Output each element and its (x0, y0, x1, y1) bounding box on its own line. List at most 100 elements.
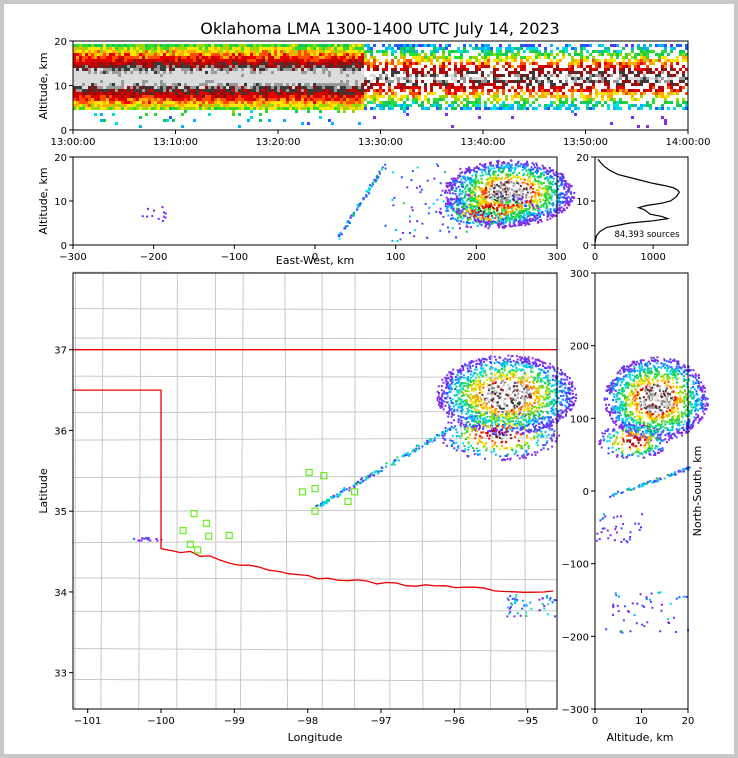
lma-station-marker (344, 497, 352, 506)
ew-altitude-source (338, 162, 573, 237)
plan-view-source (469, 375, 541, 449)
lma-station-marker (311, 507, 319, 515)
plan-view-xlabel: Longitude (288, 731, 343, 744)
ew-altitude-x-tick-label: −200 (140, 252, 167, 263)
lma-stations (179, 468, 359, 554)
lma-station-marker (179, 526, 187, 535)
alt-ns-ylabel: North-South, km (691, 446, 704, 537)
plan-view-x-tick-label: −97 (370, 716, 391, 727)
alt-ns-x-tick-label: 0 (592, 716, 598, 727)
ew-altitude-x-tick-label: 300 (547, 252, 566, 263)
plan-view-source (489, 427, 507, 443)
plan-view-y-tick-label: 33 (54, 669, 67, 680)
histogram-y-tick-label: 0 (583, 241, 589, 252)
time-height-source (73, 59, 688, 98)
ew-altitude-source (480, 181, 529, 215)
plan-view-y-tick-label: 37 (54, 346, 67, 357)
plan-view-x-tick-label: −98 (297, 716, 318, 727)
ew-altitude-x-tick-label: 200 (467, 252, 486, 263)
time-height-source (76, 44, 685, 113)
alt-ns-y-tick-label: 200 (570, 342, 589, 353)
ew-altitude-y-tick-label: 0 (61, 241, 67, 252)
county-line (284, 272, 289, 710)
lma-station-marker (194, 546, 202, 554)
county-line (176, 272, 178, 710)
county-line (74, 272, 77, 710)
plan-view-x-tick-label: −101 (74, 716, 101, 727)
alt-ns-y-tick-label: −200 (562, 632, 589, 643)
time-height-source (373, 113, 667, 128)
south-border (73, 389, 554, 593)
ew-altitude-x-tick-label: 0 (312, 252, 318, 263)
ew-altitude-x-tick-label: −300 (59, 252, 86, 263)
lma-figure: Oklahoma LMA 1300-1400 UTC July 14, 2023… (37, 19, 710, 744)
alt-ns-source (614, 378, 684, 448)
histogram-y-tick-label: 10 (576, 197, 589, 208)
source-count-annotation: 84,393 sources (614, 230, 680, 240)
histogram-x-tick-label: 0 (592, 252, 598, 263)
county-line (72, 540, 558, 544)
ew-altitude-x-tick-label: 100 (386, 252, 405, 263)
time-height-sources (73, 44, 688, 128)
county-line (239, 272, 244, 710)
time-height-y-tick-label: 20 (54, 37, 67, 48)
alt-ns-y-tick-label: 100 (570, 414, 589, 425)
lma-station-marker (225, 531, 233, 540)
lma-station-marker (190, 510, 198, 518)
alt-ns-y-tick-label: −300 (562, 705, 589, 716)
histogram-panel: 0 1000 0 10 20 84,393 sources (576, 153, 689, 263)
county-line (72, 577, 558, 581)
ew-altitude-source (151, 159, 575, 239)
county-line (72, 308, 558, 311)
time-height-source (76, 65, 685, 92)
lma-station-marker (351, 488, 359, 496)
alt-ns-source (638, 385, 675, 414)
alt-ns-axes: 0 10 20 −300 −200 −100 0 100 200 300 (562, 269, 695, 727)
ew-altitude-sources (141, 159, 576, 242)
plan-view-axes-frame (72, 272, 558, 710)
county-line (72, 475, 558, 479)
lma-station-marker (305, 468, 313, 477)
lma-station-marker (205, 532, 213, 540)
county-line (72, 375, 558, 378)
county-line (138, 272, 142, 710)
time-height-x-tick-label: 13:20:00 (256, 137, 301, 148)
ew-altitude-source (352, 168, 558, 233)
alt-ns-y-tick-label: 300 (570, 269, 589, 280)
alt-ns-axes-frame (594, 272, 689, 710)
time-height-panel: 13:00:00 13:10:00 13:20:00 13:30:00 13:40:00… (37, 37, 710, 148)
ew-altitude-source (486, 182, 531, 205)
histogram-axes: 0 1000 0 10 20 (576, 153, 666, 263)
county-line (420, 272, 424, 710)
alt-ns-y-tick-label: −100 (562, 560, 589, 571)
ew-altitude-ylabel: Altitude, km (37, 167, 50, 234)
plan-view-ylabel: Latitude (37, 468, 50, 514)
county-line (72, 437, 558, 441)
ew-altitude-source (489, 180, 532, 204)
altitude-histogram-line (594, 158, 681, 243)
ew-altitude-x-tick-label: −100 (221, 252, 248, 263)
time-height-source (73, 44, 688, 110)
time-height-x-tick-label: 13:40:00 (461, 137, 506, 148)
county-line (72, 337, 558, 340)
plan-view-source (482, 380, 525, 410)
time-height-ylabel: Altitude, km (37, 52, 50, 119)
alt-ns-source (601, 358, 707, 634)
time-height-x-tick-label: 14:00:00 (666, 137, 711, 148)
alt-ns-source (613, 375, 682, 452)
plan-view-y-tick-label: 34 (54, 588, 67, 599)
time-height-y-tick-label: 10 (54, 82, 67, 93)
alt-ns-x-tick-label: 10 (635, 716, 648, 727)
time-height-axes: 13:00:00 13:10:00 13:20:00 13:30:00 13:40:00… (51, 37, 711, 148)
alt-ns-x-tick-label: 20 (682, 716, 695, 727)
oklahoma-state-border (73, 349, 557, 593)
plan-view-panel: −101 −100 −99 −98 −97 −96 −95 33 34 35 36 37 Latitu… (37, 271, 578, 744)
ew-altitude-source (459, 173, 551, 223)
plan-view-x-tick-label: −96 (444, 716, 465, 727)
figure-title: Oklahoma LMA 1300-1400 UTC July 14, 2023 (200, 19, 559, 38)
county-line (522, 272, 527, 710)
county-line (72, 648, 558, 652)
time-height-x-tick-label: 13:10:00 (153, 137, 198, 148)
lma-station-marker (311, 484, 319, 493)
plan-view-x-tick-label: −95 (517, 716, 538, 727)
